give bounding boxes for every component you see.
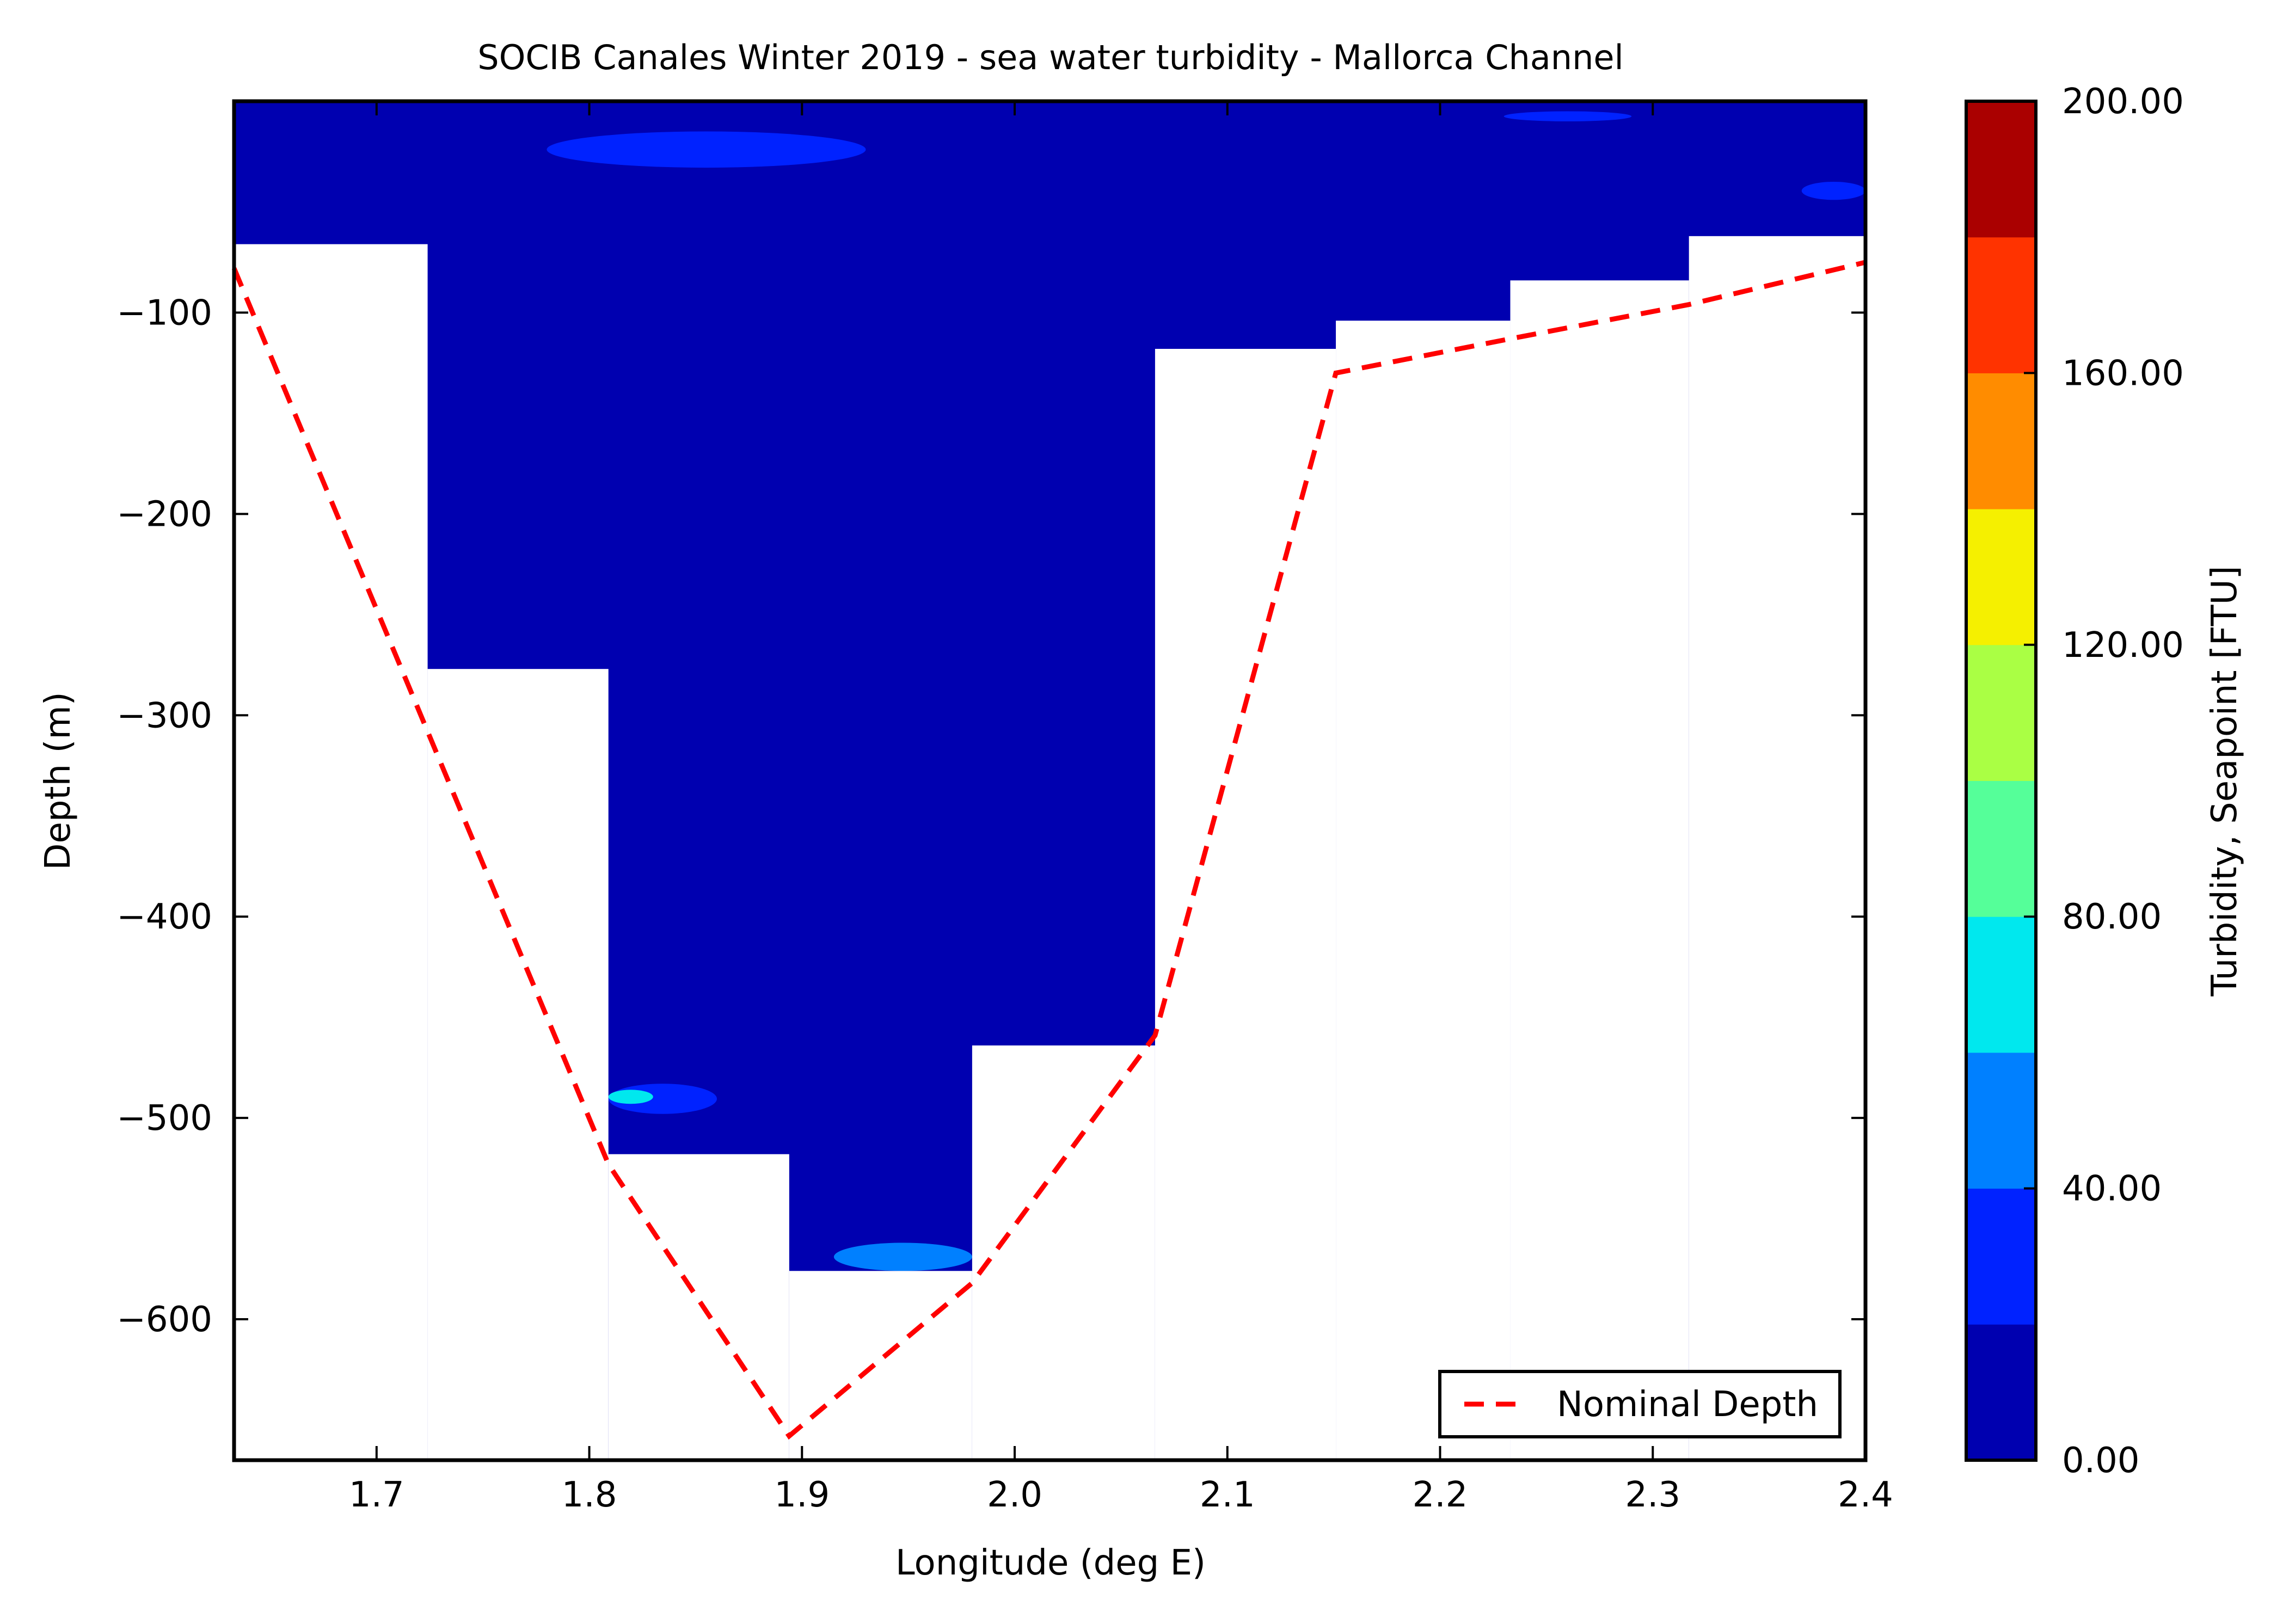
colorbar-label: Turbidity, Seapoint [FTU]: [2205, 565, 2245, 996]
colorbar-tick-label-5: 200.00: [2062, 82, 2184, 122]
no-data-mask-4: [972, 1045, 1155, 1460]
contour-patch-5: [833, 1242, 972, 1271]
x-tick-label-7: 2.4: [1838, 1475, 1893, 1515]
y-tick-label-1: −200: [116, 494, 212, 534]
contour-patch-2: [1801, 181, 1865, 200]
x-tick-label-5: 2.2: [1413, 1475, 1468, 1515]
x-tick-label-1: 1.8: [562, 1475, 617, 1515]
no-data-mask-0: [234, 244, 428, 1460]
no-data-mask-5: [1155, 349, 1336, 1460]
colorbar-segment-4: [1966, 780, 2036, 917]
x-tick-label-6: 2.3: [1625, 1475, 1680, 1515]
no-data-mask-2: [608, 1154, 789, 1460]
series-line-0: [231, 260, 1867, 1440]
no-data-mask-3: [789, 1271, 972, 1460]
x-axis-ticks: 1.7 1.8 1.9 2.0 2.1 2.2 2.3 2.4: [349, 101, 1893, 1515]
no-data-mask-7: [1510, 280, 1689, 1460]
colorbar-border: [1965, 100, 2037, 1462]
plot-border: [232, 99, 1868, 1462]
colorbar-segment-7: [1966, 373, 2036, 509]
colorbar-tick-label-3: 120.00: [2062, 625, 2184, 666]
colorbar-segment-1: [1966, 1188, 2036, 1325]
y-tick-label-4: −500: [116, 1098, 212, 1139]
colorbar: 0.00 40.00 80.00 120.00 160.00 200.00: [1965, 82, 2184, 1481]
y-tick-label-3: −400: [116, 897, 212, 937]
chart-title: SOCIB Canales Winter 2019 - sea water tu…: [477, 38, 1624, 77]
x-axis-label: Longitude (deg E): [895, 1543, 1206, 1583]
colorbar-segment-6: [1966, 509, 2036, 645]
x-tick-label-3: 2.0: [987, 1475, 1042, 1515]
colorbar-tick-label-4: 160.00: [2062, 353, 2184, 393]
y-tick-label-5: −600: [116, 1300, 212, 1340]
y-tick-label-2: −300: [116, 696, 212, 736]
contour-patch-1: [1503, 111, 1632, 121]
x-tick-label-2: 1.9: [774, 1475, 830, 1515]
legend: Nominal Depth: [1438, 1370, 1842, 1438]
legend-label-nominal-depth: Nominal Depth: [1557, 1385, 1818, 1425]
nominal-depth-layer: [231, 260, 1867, 1440]
no-data-mask-6: [1336, 321, 1511, 1460]
x-tick-label-4: 2.1: [1200, 1475, 1255, 1515]
contour-patch-0: [547, 131, 866, 168]
colorbar-segment-5: [1966, 644, 2036, 781]
y-axis-label: Depth (m): [38, 692, 78, 870]
colorbar-segment-3: [1966, 916, 2036, 1053]
plot-frame: [232, 99, 1868, 1462]
colorbar-segment-9: [1966, 101, 2036, 238]
colorbar-tick-label-1: 40.00: [2062, 1169, 2162, 1209]
colorbar-tick-label-0: 0.00: [2062, 1441, 2140, 1481]
colorbar-segment-2: [1966, 1052, 2036, 1189]
y-tick-label-0: −100: [116, 293, 212, 333]
bathymetry-mask-layer: [234, 236, 1865, 1461]
colorbar-segment-8: [1966, 237, 2036, 373]
no-data-mask-1: [427, 669, 609, 1460]
y-axis-ticks: −100 −200 −300 −400 −500 −600: [116, 293, 1865, 1340]
colorbar-segment-0: [1966, 1324, 2036, 1461]
x-tick-label-0: 1.7: [349, 1475, 404, 1515]
contour-patch-4: [608, 1090, 653, 1104]
colorbar-tick-label-2: 80.00: [2062, 897, 2162, 937]
no-data-mask-8: [1689, 236, 1865, 1461]
